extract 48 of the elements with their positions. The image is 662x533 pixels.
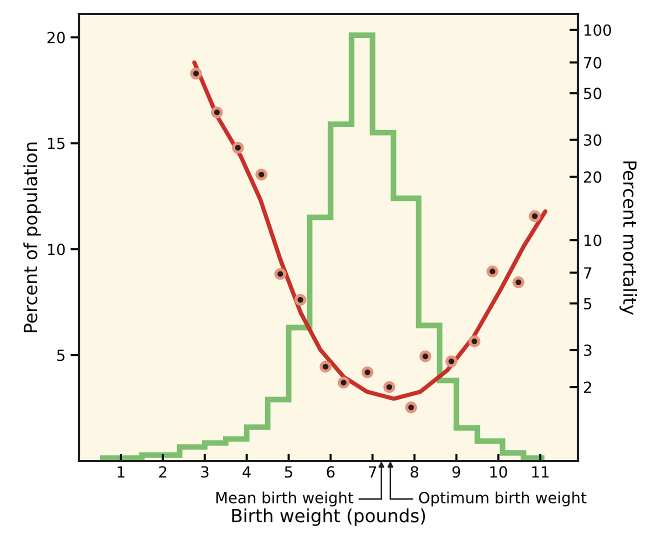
y2-tick-label: 50 — [584, 88, 602, 100]
text: Mean birth weight — [216, 492, 354, 506]
y-tick-label: 15 — [48, 138, 64, 150]
x-tick-label: 4 — [242, 466, 251, 478]
x-axis-title: Birth weight (pounds) — [232, 508, 425, 526]
y-tick-label: 5 — [57, 350, 64, 362]
y2-tick-label: 5 — [584, 298, 592, 310]
y-tick-label: 10 — [48, 244, 65, 256]
point — [405, 402, 418, 414]
text: Optimum birth weight — [419, 492, 586, 506]
point — [528, 210, 541, 222]
x-tick-label: 8 — [410, 466, 418, 478]
y-axis-title: Percent of population — [23, 142, 41, 332]
x-tick-label: 5 — [284, 466, 292, 478]
y2-axis-title: Percent mortality — [620, 161, 638, 315]
y2-tick-label: 70 — [584, 56, 602, 68]
y2-tick-label: 7 — [584, 267, 592, 278]
x-tick-label: 6 — [326, 466, 334, 478]
point — [362, 366, 374, 378]
point — [294, 294, 306, 306]
y2-tick-label: 2 — [584, 382, 592, 393]
x-tick-label: 11 — [532, 466, 549, 478]
x-tick-label: 1 — [118, 466, 124, 478]
y2-tick-label: 10 — [584, 234, 602, 246]
x-tick-label: 3 — [201, 466, 208, 478]
point — [274, 268, 286, 280]
y-tick-label: 20 — [47, 32, 65, 44]
point — [419, 350, 432, 362]
point — [486, 265, 498, 278]
point — [383, 381, 396, 393]
x-tick-label: 9 — [452, 466, 460, 478]
point — [211, 106, 223, 118]
x-tick-label: 7 — [368, 466, 376, 478]
y2-tick-label: 3 — [584, 344, 592, 356]
point — [512, 276, 524, 288]
y2-tick-label: 30 — [584, 134, 602, 146]
line-series — [192, 60, 548, 401]
x-tick-label: 10 — [490, 466, 508, 478]
point — [468, 335, 480, 348]
point — [255, 168, 268, 180]
y2-tick-label: 100 — [584, 24, 612, 36]
point — [232, 142, 244, 154]
point — [338, 376, 350, 389]
x-tick-label: 2 — [159, 466, 166, 478]
y2-tick-label: 20 — [584, 171, 602, 183]
point — [445, 355, 458, 368]
point — [190, 68, 202, 80]
point — [320, 360, 332, 373]
